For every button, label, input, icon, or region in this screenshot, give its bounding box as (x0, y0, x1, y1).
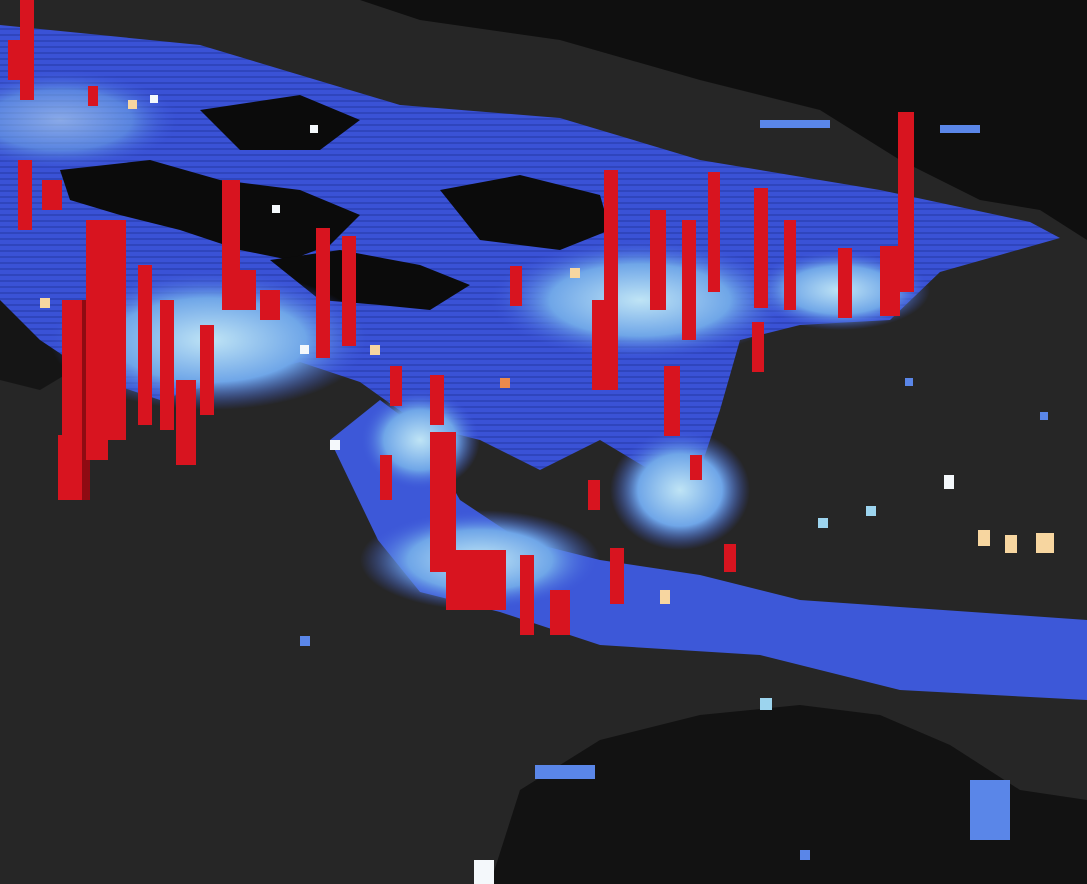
column (588, 480, 600, 510)
cube (970, 780, 1010, 840)
column (86, 220, 108, 460)
columns (8, 0, 914, 635)
column (430, 432, 456, 572)
cube (1036, 533, 1054, 553)
density-indonesia (330, 400, 1087, 700)
column (754, 188, 768, 308)
cube (500, 378, 510, 388)
column (380, 455, 392, 500)
column (690, 455, 702, 480)
column (316, 228, 330, 358)
column (510, 266, 522, 306)
land-north (360, 0, 1087, 240)
column (20, 0, 34, 100)
cube (760, 120, 830, 128)
cube (300, 636, 310, 646)
cube (905, 378, 913, 386)
cube (800, 850, 810, 860)
glow-thailand (360, 390, 480, 490)
column (390, 366, 402, 406)
cube (944, 475, 954, 489)
cube (310, 125, 318, 133)
column (200, 325, 214, 415)
column (58, 435, 78, 500)
column (724, 544, 736, 572)
column (222, 180, 240, 310)
column (880, 246, 900, 316)
column (610, 548, 624, 604)
column (708, 172, 720, 292)
column (18, 160, 32, 230)
cube (760, 698, 772, 710)
column (784, 220, 796, 310)
cube (570, 268, 580, 278)
column (550, 590, 570, 635)
cube (660, 590, 670, 604)
column (664, 366, 680, 436)
column (446, 550, 506, 610)
column (520, 555, 534, 635)
column (752, 322, 764, 372)
cube (128, 100, 137, 109)
void-4 (200, 95, 360, 150)
cube (978, 530, 990, 546)
glow-china (490, 240, 790, 360)
cube (300, 345, 309, 354)
glow-west (0, 70, 180, 170)
column (108, 220, 126, 440)
column (838, 248, 852, 318)
cube (272, 205, 280, 213)
column (342, 236, 356, 346)
column (8, 40, 20, 80)
land-australia (490, 705, 1087, 884)
cube (474, 860, 494, 884)
void-1 (60, 160, 360, 260)
column (604, 170, 618, 390)
column (650, 210, 666, 310)
column (138, 265, 152, 425)
glow-philippines (610, 430, 750, 550)
column (88, 86, 98, 106)
cube (370, 345, 380, 355)
column (160, 300, 174, 430)
void-3 (440, 175, 610, 250)
column (176, 380, 196, 465)
cube (40, 298, 50, 308)
cube (818, 518, 828, 528)
cubes (40, 95, 1054, 884)
cube (535, 765, 595, 779)
column (682, 220, 696, 340)
column (260, 290, 280, 320)
cube (1040, 412, 1048, 420)
column (238, 270, 256, 310)
column (430, 375, 444, 425)
column (898, 112, 914, 292)
cube (1005, 535, 1017, 553)
cube (150, 95, 158, 103)
cube (866, 506, 876, 516)
column (42, 180, 62, 210)
cube (940, 125, 980, 133)
cube (330, 440, 340, 450)
